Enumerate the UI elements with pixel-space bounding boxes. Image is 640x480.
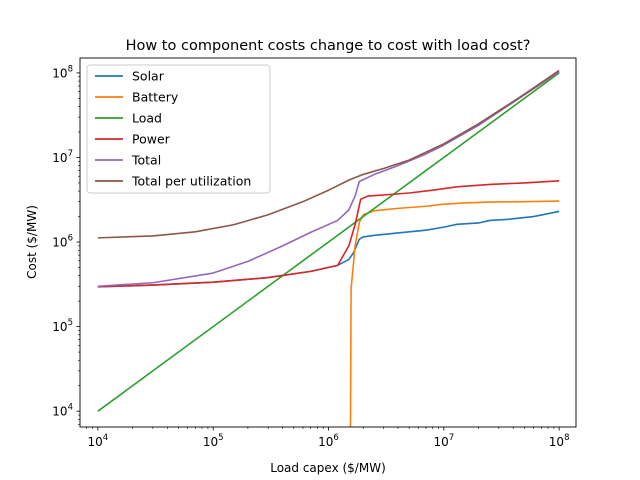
x-axis-ticks: 104 105 106 107 108: [86, 427, 570, 449]
series-line-load: [97, 72, 560, 412]
y-tick-label: 105: [52, 318, 73, 334]
x-tick-label: 106: [318, 433, 339, 449]
y-axis-ticks: 104 105 106 107 108: [52, 64, 80, 425]
legend-label: Battery: [132, 90, 179, 105]
y-tick-label: 108: [52, 64, 73, 80]
legend-label: Load: [132, 111, 162, 126]
legend-label: Total per utilization: [131, 174, 251, 189]
legend-box: [86, 64, 271, 194]
legend-label: Power: [132, 132, 171, 147]
y-axis-label: Cost ($/MW): [25, 205, 39, 279]
series-line-total-per-utilization: [97, 69, 560, 239]
x-tick-label: 107: [433, 433, 454, 449]
chart-title: How to component costs change to cost wi…: [126, 38, 531, 54]
series-line-battery: [349, 200, 560, 427]
plot-lines: [97, 69, 560, 427]
x-tick-label: 104: [88, 433, 109, 449]
series-line-power: [97, 179, 560, 288]
plot-frame: [79, 57, 577, 428]
y-tick-label: 107: [52, 149, 73, 165]
legend-label: Solar: [132, 69, 165, 84]
series-line-total: [97, 71, 560, 288]
x-tick-label: 108: [549, 433, 570, 449]
legend-label: Total: [131, 153, 161, 168]
y-tick-label: 104: [52, 403, 73, 419]
y-tick-label: 106: [52, 234, 73, 250]
x-axis-label: Load capex ($/MW): [270, 461, 386, 475]
x-tick-label: 105: [203, 433, 224, 449]
legend: Solar Battery Load Power Total Total per util…: [86, 64, 271, 194]
